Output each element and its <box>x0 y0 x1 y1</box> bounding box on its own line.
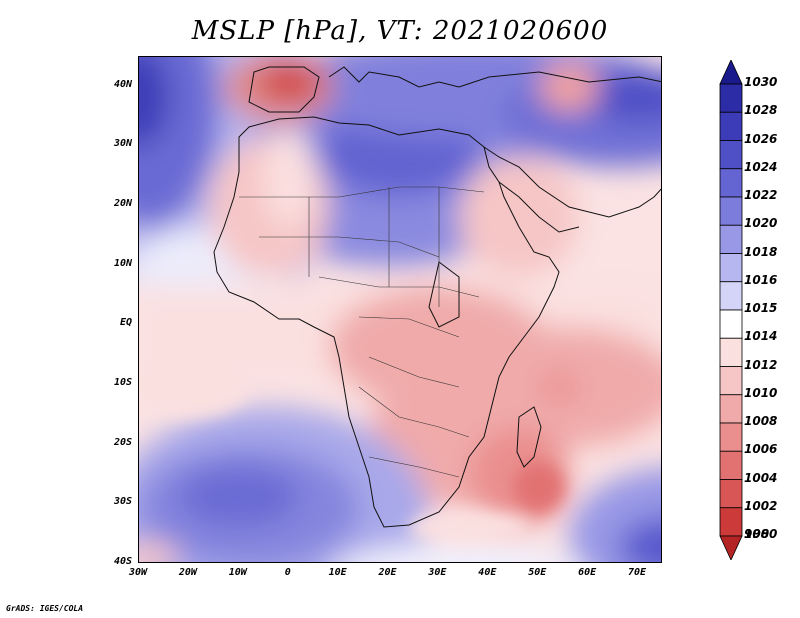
colorbar-label: 1028 <box>744 103 778 118</box>
colorbar-bottom-arrow <box>719 535 743 560</box>
lon-tick-label: 10E <box>328 567 347 578</box>
lon-tick-label: 30W <box>128 567 148 578</box>
pressure-detail <box>139 357 564 542</box>
lon-tick-label: 20W <box>178 567 197 578</box>
colorbar-label: 1008 <box>744 414 778 428</box>
lon-tick-label: 50E <box>528 567 547 578</box>
colorbar-top-arrow <box>719 60 743 85</box>
colorbar-swatch <box>719 281 743 311</box>
colorbar-label: 998 <box>744 527 770 541</box>
lon-tick-label: 20E <box>378 567 397 578</box>
lon-tick-label: 70E <box>628 567 647 578</box>
lat-tick-label: 10S <box>113 377 132 389</box>
lon-tick-label: 60E <box>578 567 597 578</box>
lat-tick-label: 20N <box>113 198 132 210</box>
lat-tick-label: 20S <box>113 436 132 448</box>
lat-tick-label: 10N <box>113 257 132 269</box>
map-title: MSLP [hPa], VT: 2021020600 <box>191 16 609 46</box>
colorbar-label: 1002 <box>744 498 778 513</box>
colorbar-swatch <box>719 479 743 509</box>
lon-tick-label: 0 <box>284 567 291 578</box>
lat-tick-label: 30S <box>113 496 132 508</box>
colorbar-swatch <box>719 168 743 198</box>
colorbar-swatch <box>719 394 743 424</box>
colorbar-label: 1030 <box>744 75 778 89</box>
colorbar <box>719 60 743 560</box>
mslp-map <box>139 57 661 562</box>
colorbar-swatch <box>719 337 743 367</box>
colorbar-swatch <box>719 224 743 254</box>
colorbar-swatch <box>719 111 743 141</box>
colorbar-label: 1010 <box>744 385 778 400</box>
colorbar-label: 1018 <box>744 244 778 259</box>
colorbar-swatch <box>719 507 743 537</box>
map-panel[interactable] <box>138 56 662 563</box>
borders <box>239 186 485 478</box>
colorbar-swatch <box>719 196 743 226</box>
colorbar-swatch <box>719 83 743 113</box>
colorbar-label: 1026 <box>744 131 778 146</box>
colorbar-label: 1004 <box>744 470 778 485</box>
lat-tick-label: EQ <box>119 317 132 329</box>
credit-text: GrADS: IGES/COLA <box>6 604 84 613</box>
colorbar-label: 1020 <box>744 216 778 231</box>
lon-tick-label: 10W <box>228 567 247 578</box>
lat-tick-label: 40N <box>113 78 132 90</box>
colorbar-label: 1022 <box>744 188 778 202</box>
colorbar-label: 1015 <box>744 301 778 315</box>
colorbar-label: 1014 <box>744 329 778 344</box>
lon-tick-label: 30E <box>428 567 447 578</box>
lat-tick-label: 40S <box>113 556 132 567</box>
colorbar-label: 1000 <box>744 527 778 541</box>
colorbar-label: 1006 <box>744 442 778 457</box>
lon-tick-label: 40E <box>478 567 497 578</box>
coastlines <box>213 66 661 528</box>
colorbar-swatch <box>719 450 743 480</box>
lat-tick-label: 30N <box>113 138 132 150</box>
colorbar-swatch <box>719 422 743 452</box>
colorbar-label: 1012 <box>744 357 778 372</box>
colorbar-swatch <box>719 366 743 396</box>
colorbar-label: 1024 <box>744 159 778 174</box>
colorbar-swatch <box>719 309 743 339</box>
colorbar-swatch <box>719 253 743 283</box>
colorbar-label: 1016 <box>744 272 778 287</box>
colorbar-swatch <box>719 140 743 170</box>
